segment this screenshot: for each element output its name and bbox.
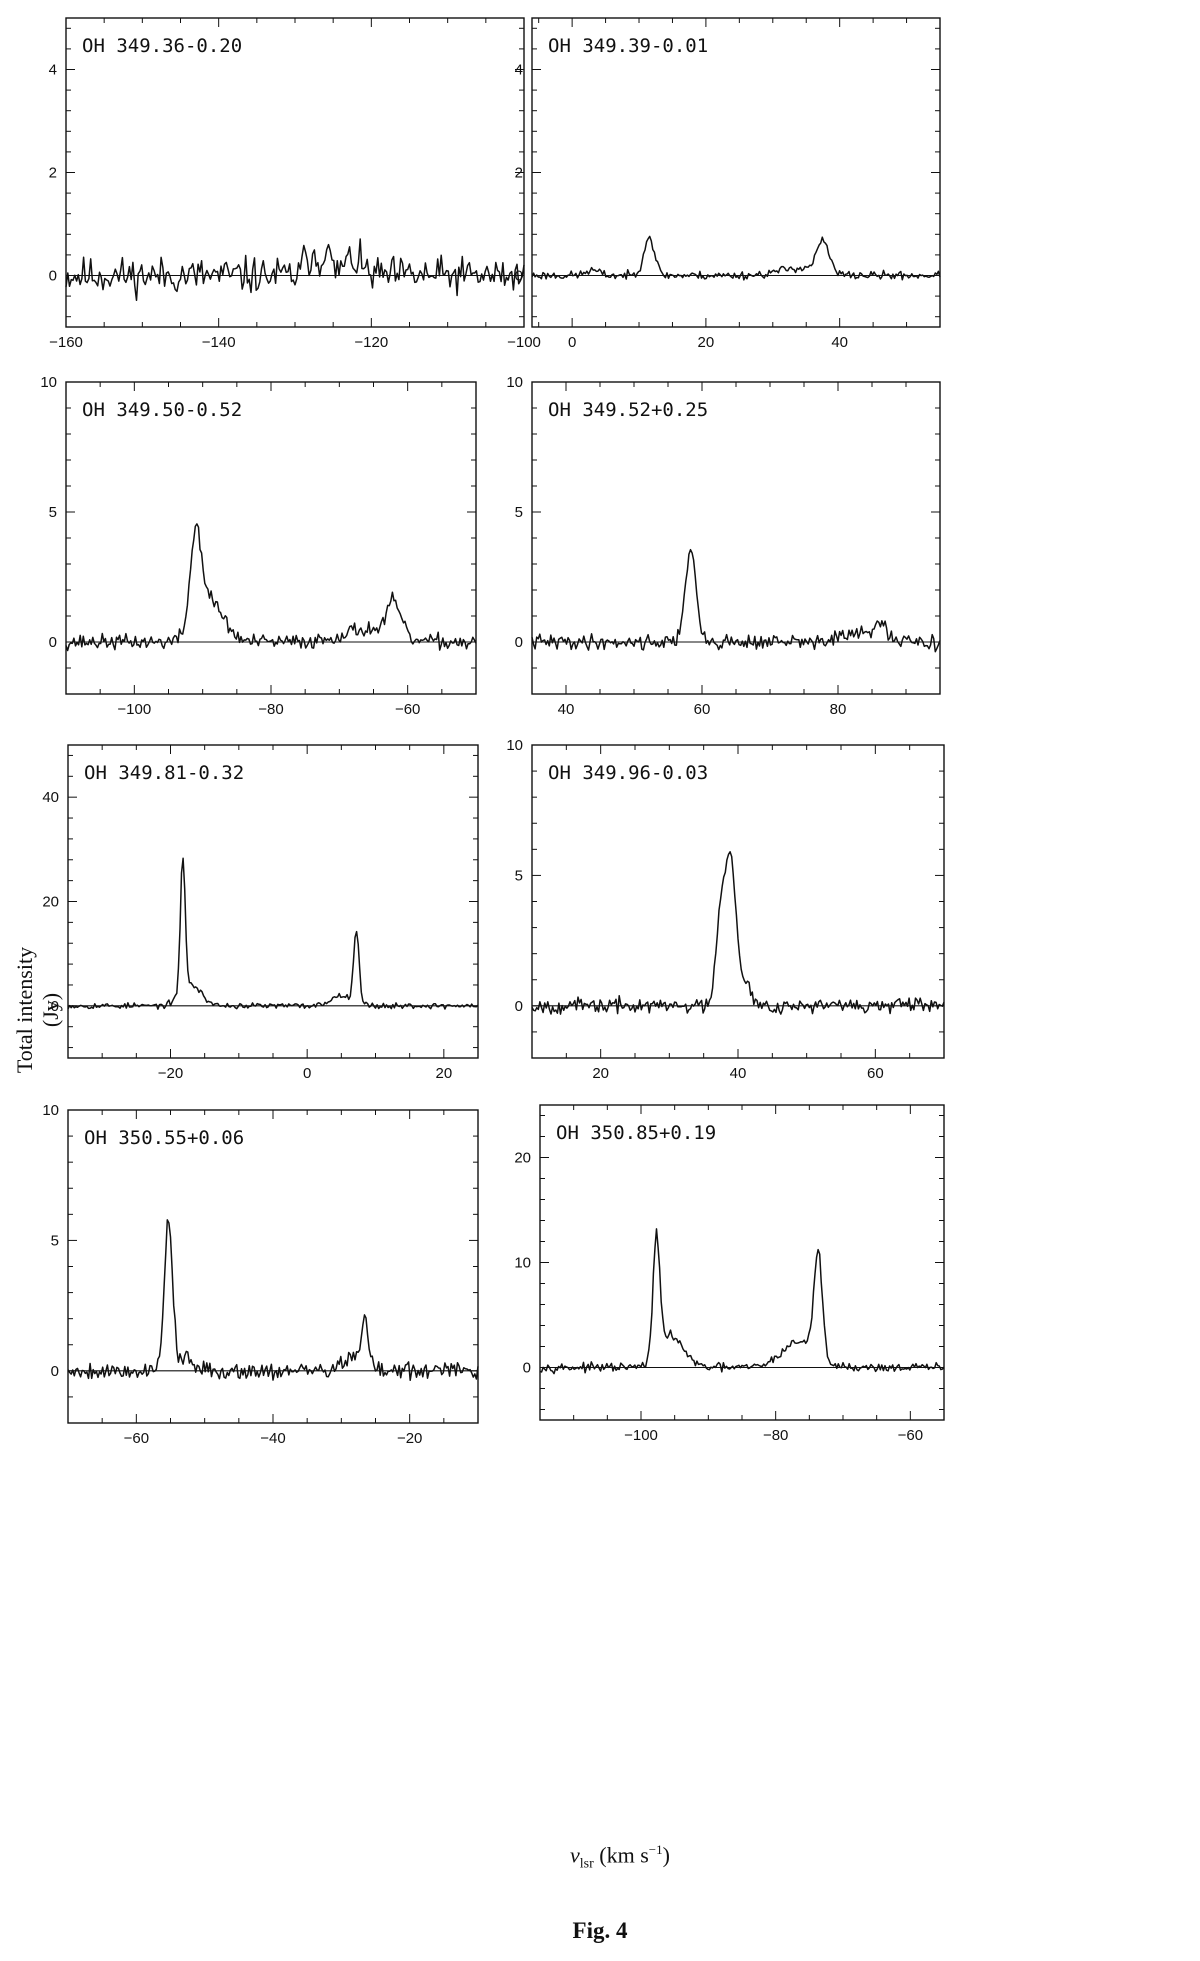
- chart-panel: −60 −40 −20 0 5 10 OH 350.55+0.06: [42, 1102, 479, 1447]
- y-tick-label: 2: [49, 165, 57, 182]
- x-tick-label: −120: [354, 334, 388, 351]
- y-tick-label: 5: [515, 867, 523, 884]
- x-tick-label: −140: [202, 334, 236, 351]
- y-tick-label: 0: [51, 998, 59, 1015]
- x-tick-label: −60: [395, 701, 420, 718]
- y-tick-label: 4: [49, 62, 57, 79]
- y-tick-label: 0: [49, 268, 57, 285]
- y-tick-label: 0: [515, 268, 523, 285]
- y-tick-label: 5: [51, 1232, 59, 1249]
- x-tick-label: −80: [763, 1427, 788, 1444]
- chart-panel: 40 60 80 0 5 10 OH 349.52+0.25: [506, 374, 941, 718]
- y-tick-label: 20: [42, 894, 59, 911]
- y-tick-label: 2: [515, 165, 523, 182]
- panel-title: OH 349.36-0.20: [82, 35, 242, 57]
- x-tick-label: −20: [397, 1430, 422, 1447]
- spectrum-line: [65, 523, 477, 652]
- x-tick-label: −60: [898, 1427, 923, 1444]
- x-tick-label: 60: [694, 701, 711, 718]
- chart-panel: −100 −80 −60 0 5 10 OH 349.50-0.52: [40, 374, 477, 718]
- y-tick-label: 0: [51, 1363, 59, 1380]
- x-tick-label: 40: [831, 334, 848, 351]
- x-axis-label-units-post: ): [662, 1842, 670, 1868]
- x-tick-label: 0: [568, 334, 576, 351]
- panel-title: OH 349.50-0.52: [82, 399, 242, 421]
- x-tick-label: −160: [49, 334, 83, 351]
- y-tick-label: 10: [40, 374, 57, 391]
- panel-title: OH 349.96-0.03: [548, 762, 708, 784]
- y-tick-label: 0: [523, 1360, 531, 1377]
- spectrum-line: [67, 857, 479, 1010]
- y-axis-label: Total intensity (Jy): [12, 946, 63, 1074]
- spectrum-line: [531, 548, 941, 653]
- plot-frame: [67, 744, 479, 1059]
- panel-title: OH 349.39-0.01: [548, 35, 708, 57]
- plot-frame: [65, 381, 477, 695]
- x-tick-label: −100: [507, 334, 541, 351]
- plot-frame: [531, 17, 941, 328]
- y-tick-label: 0: [515, 634, 523, 651]
- chart-panel: 20 40 60 0 5 10 OH 349.96-0.03: [506, 737, 945, 1082]
- x-axis-label-var: v: [570, 1842, 580, 1868]
- x-tick-label: −80: [258, 701, 283, 718]
- x-axis-label-sub: lsr: [579, 1856, 594, 1872]
- x-tick-label: 60: [867, 1065, 884, 1082]
- panel-title: OH 350.55+0.06: [84, 1127, 244, 1149]
- spectrum-line: [531, 235, 941, 281]
- spectrum-line: [65, 238, 525, 302]
- x-tick-label: −20: [158, 1065, 183, 1082]
- x-tick-label: 40: [730, 1065, 747, 1082]
- y-tick-label: 0: [515, 998, 523, 1015]
- y-tick-label: 4: [515, 62, 523, 79]
- x-tick-label: 20: [435, 1065, 452, 1082]
- plot-frame: [531, 744, 945, 1059]
- x-tick-label: −100: [117, 701, 151, 718]
- panel-title: OH 349.81-0.32: [84, 762, 244, 784]
- spectrum-line: [67, 1219, 479, 1382]
- panel-title: OH 349.52+0.25: [548, 399, 708, 421]
- y-tick-label: 40: [42, 789, 59, 806]
- y-tick-label: 5: [515, 504, 523, 521]
- x-tick-label: −100: [624, 1427, 658, 1444]
- chart-panel: −20 0 20 0 20 40 OH 349.81-0.32: [42, 744, 479, 1082]
- x-tick-label: 20: [592, 1065, 609, 1082]
- y-tick-label: 10: [506, 374, 523, 391]
- y-tick-label: 0: [49, 634, 57, 651]
- y-tick-label: 10: [514, 1255, 531, 1272]
- plot-frame: [539, 1104, 945, 1421]
- x-axis-label: vlsr (km s−1): [520, 1842, 720, 1873]
- x-tick-label: 80: [830, 701, 847, 718]
- chart-panel: −160 −140 −120 −100 0 2 4 OH 349.36-0.20: [49, 17, 541, 351]
- chart-panel: −100 −80 −60 0 10 20 OH 350.85+0.19: [514, 1104, 945, 1444]
- x-tick-label: 0: [303, 1065, 311, 1082]
- y-tick-label: 5: [49, 504, 57, 521]
- y-tick-label: 10: [506, 737, 523, 754]
- x-axis-label-units-sup: −1: [648, 1842, 663, 1857]
- x-tick-label: 40: [558, 701, 575, 718]
- figure-caption: Fig. 4: [572, 1918, 628, 1943]
- chart-panel: 0 20 40 0 2 4 OH 349.39-0.01: [515, 17, 941, 351]
- spectrum-line: [539, 1228, 945, 1375]
- spectrum-line: [531, 851, 945, 1015]
- x-axis-label-units-pre: (km s: [599, 1842, 649, 1868]
- y-tick-label: 20: [514, 1150, 531, 1167]
- y-tick-label: 10: [42, 1102, 59, 1119]
- x-tick-label: −60: [124, 1430, 149, 1447]
- plot-frame: [531, 381, 941, 695]
- panel-title: OH 350.85+0.19: [556, 1122, 716, 1144]
- x-tick-label: 20: [698, 334, 715, 351]
- x-tick-label: −40: [260, 1430, 285, 1447]
